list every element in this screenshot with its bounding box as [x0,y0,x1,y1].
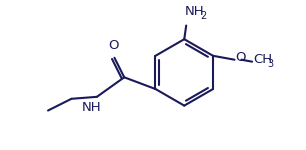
Text: CH: CH [253,53,272,66]
Text: 3: 3 [268,59,274,69]
Text: O: O [108,39,119,52]
Text: NH: NH [185,5,205,18]
Text: O: O [236,51,246,64]
Text: NH: NH [82,101,102,114]
Text: 2: 2 [200,11,206,21]
